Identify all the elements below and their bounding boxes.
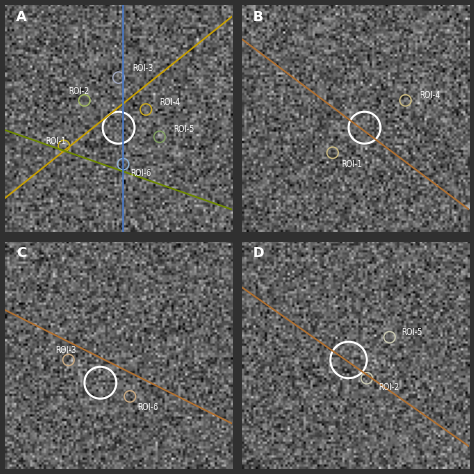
Text: D: D — [253, 246, 264, 261]
Text: ROI-1: ROI-1 — [342, 160, 363, 169]
Text: ROI-2: ROI-2 — [378, 383, 399, 392]
Text: ROI-6: ROI-6 — [130, 169, 151, 178]
Text: ROI-5: ROI-5 — [401, 328, 422, 337]
Text: B: B — [253, 9, 264, 24]
Text: ROI-5: ROI-5 — [173, 126, 194, 135]
Text: ROI-4: ROI-4 — [419, 91, 440, 100]
Text: ROI-3: ROI-3 — [132, 64, 154, 73]
Text: C: C — [16, 246, 27, 261]
Text: ROI-4: ROI-4 — [160, 98, 181, 107]
Text: ROI-3: ROI-3 — [55, 346, 76, 356]
Text: ROI-6: ROI-6 — [137, 403, 158, 412]
Text: ROI-2: ROI-2 — [69, 87, 90, 96]
Text: ROI-1: ROI-1 — [46, 137, 67, 146]
Text: A: A — [16, 9, 27, 24]
